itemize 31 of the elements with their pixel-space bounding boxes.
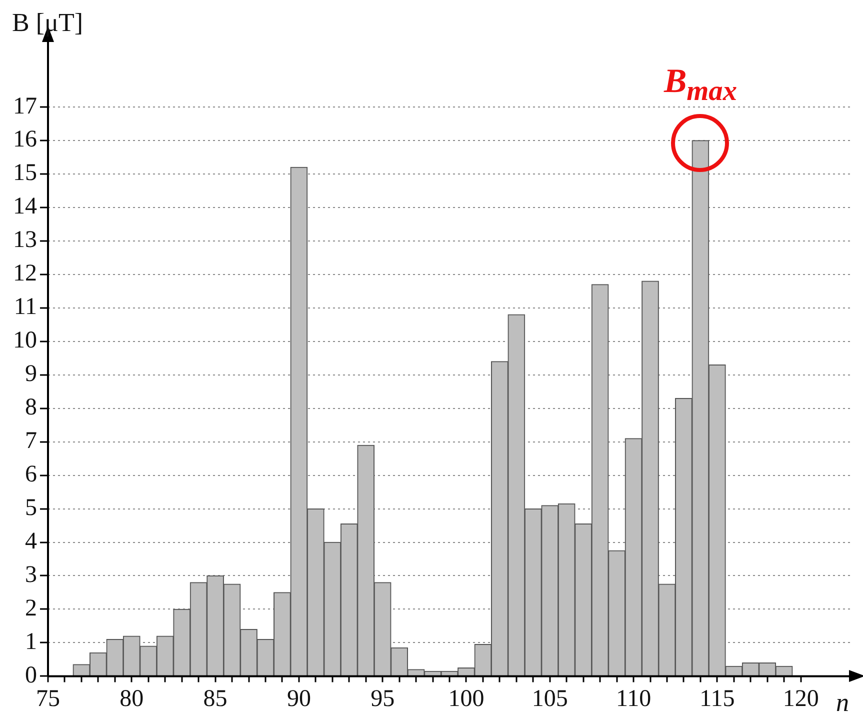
x-axis-title: n xyxy=(836,688,849,718)
y-tick-label: 17 xyxy=(13,93,37,120)
y-tick-label: 8 xyxy=(25,394,37,421)
y-tick-label: 16 xyxy=(13,126,37,153)
x-tick-label: 105 xyxy=(532,686,568,712)
y-tick-label: 1 xyxy=(25,629,37,656)
x-tick-label: 120 xyxy=(782,686,819,712)
x-tick-label: 115 xyxy=(700,686,735,712)
y-tick-label: 12 xyxy=(13,260,37,287)
x-tick-label: 90 xyxy=(286,686,311,712)
y-tick-label: 0 xyxy=(25,662,37,688)
y-tick-label: 7 xyxy=(25,428,37,454)
x-tick-label: 75 xyxy=(36,686,60,712)
y-tick-label: 4 xyxy=(25,528,37,555)
x-tick-label: 100 xyxy=(448,686,484,712)
y-tick-label: 11 xyxy=(14,294,37,320)
x-tick-label: 95 xyxy=(370,686,395,712)
y-tick-label: 3 xyxy=(25,562,37,588)
y-tick-label: 5 xyxy=(25,495,37,522)
x-tick-label: 110 xyxy=(616,686,652,712)
y-tick-label: 9 xyxy=(25,361,37,388)
y-tick-label: 14 xyxy=(13,194,37,220)
y-tick-label: 6 xyxy=(25,462,37,488)
x-tick-label: 80 xyxy=(120,686,144,712)
y-tick-label: 2 xyxy=(25,596,37,622)
x-tick-label: 85 xyxy=(203,686,228,712)
y-tick-label: 10 xyxy=(13,328,37,354)
y-axis-title: B [μT] xyxy=(12,8,83,37)
annotation: B$_{max}$ xyxy=(664,63,737,108)
y-tick-label: 13 xyxy=(13,227,37,254)
y-tick-label: 15 xyxy=(13,160,37,186)
